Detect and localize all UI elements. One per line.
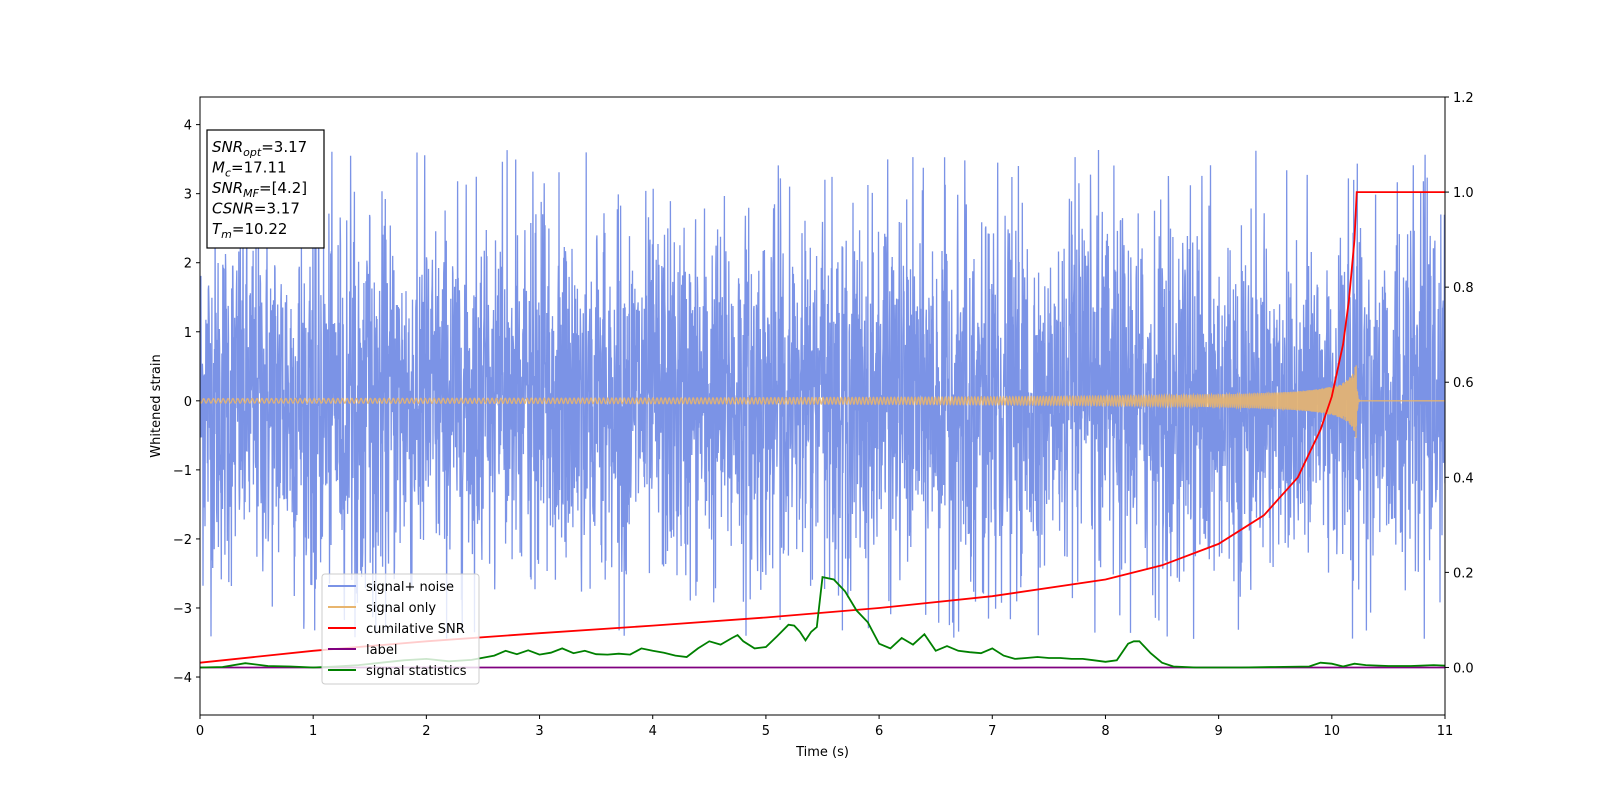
legend-label: signal statistics [366, 664, 467, 679]
info-box-frame [206, 129, 325, 249]
x-tick-label: 0 [196, 724, 204, 739]
x-tick-label: 10 [1324, 724, 1341, 739]
x-tick-label: 11 [1437, 724, 1454, 739]
y-left-tick-label: 1 [184, 326, 192, 341]
x-tick-label: 9 [1214, 724, 1222, 739]
x-axis-label: Time (s) [795, 745, 849, 760]
y-left-tick-label: 3 [184, 188, 192, 203]
info-box-line: Tm=10.22 [212, 220, 287, 241]
x-tick-label: 8 [1101, 724, 1109, 739]
info-box-line: CSNR=3.17 [212, 200, 300, 218]
y-left-tick-label: 4 [184, 119, 192, 134]
y-left-tick-label: −4 [173, 671, 192, 686]
series-signal-statistics [200, 576, 1445, 669]
y-left-tick-label: 0 [184, 395, 192, 410]
y-right-tick-label: 1.0 [1453, 186, 1474, 201]
y-right-tick-label: 0.8 [1453, 281, 1474, 296]
series-signal-only [200, 365, 1445, 438]
x-tick-label: 5 [762, 724, 770, 739]
legend-item: label [328, 643, 397, 658]
legend-label: signal+ noise [366, 580, 454, 595]
y-right-tick-label: 1.2 [1453, 91, 1474, 106]
info-box-line: SNRopt=3.17 [212, 138, 307, 159]
series-signal-plus-noise [200, 149, 1445, 639]
legend-label: cumilative SNR [366, 622, 465, 637]
x-tick-label: 1 [309, 724, 317, 739]
legend-label: label [366, 643, 397, 658]
x-tick-label: 6 [875, 724, 883, 739]
y-right-tick-label: 0.0 [1453, 661, 1474, 676]
axes-frame [199, 96, 1446, 716]
legend: signal+ noise signal only cumilative SNR la… [321, 573, 480, 685]
x-tick-label: 3 [535, 724, 543, 739]
legend-item: signal statistics [328, 664, 467, 679]
y-right-tick-label: 0.4 [1453, 471, 1474, 486]
series-cumilative-snr [200, 191, 1445, 664]
y-left-tick-label: −2 [173, 533, 192, 548]
x-tick-label: 2 [422, 724, 430, 739]
legend-item: signal only [328, 601, 436, 616]
legend-frame [321, 573, 480, 685]
legend-item: signal+ noise [328, 580, 454, 595]
y-left-tick-label: −3 [173, 602, 192, 617]
info-box-line: Mc=17.11 [212, 159, 287, 180]
y-left-tick-label: 2 [184, 257, 192, 272]
x-tick-label: 4 [649, 724, 657, 739]
y-right-tick-label: 0.2 [1453, 566, 1474, 581]
legend-label: signal only [366, 601, 436, 616]
y-axis-label: Whitened strain [149, 354, 164, 457]
info-box-line: SNRMF=[4.2] [212, 179, 307, 200]
legend-item: cumilative SNR [328, 622, 465, 637]
axes-ticks: 0 1 2 3 4 5 6 7 8 9 10 1143210−1−2−3−41.21.00.80.60… [173, 91, 1474, 739]
y-left-tick-label: −1 [173, 464, 192, 479]
x-tick-label: 7 [988, 724, 996, 739]
y-right-tick-label: 0.6 [1453, 376, 1474, 391]
